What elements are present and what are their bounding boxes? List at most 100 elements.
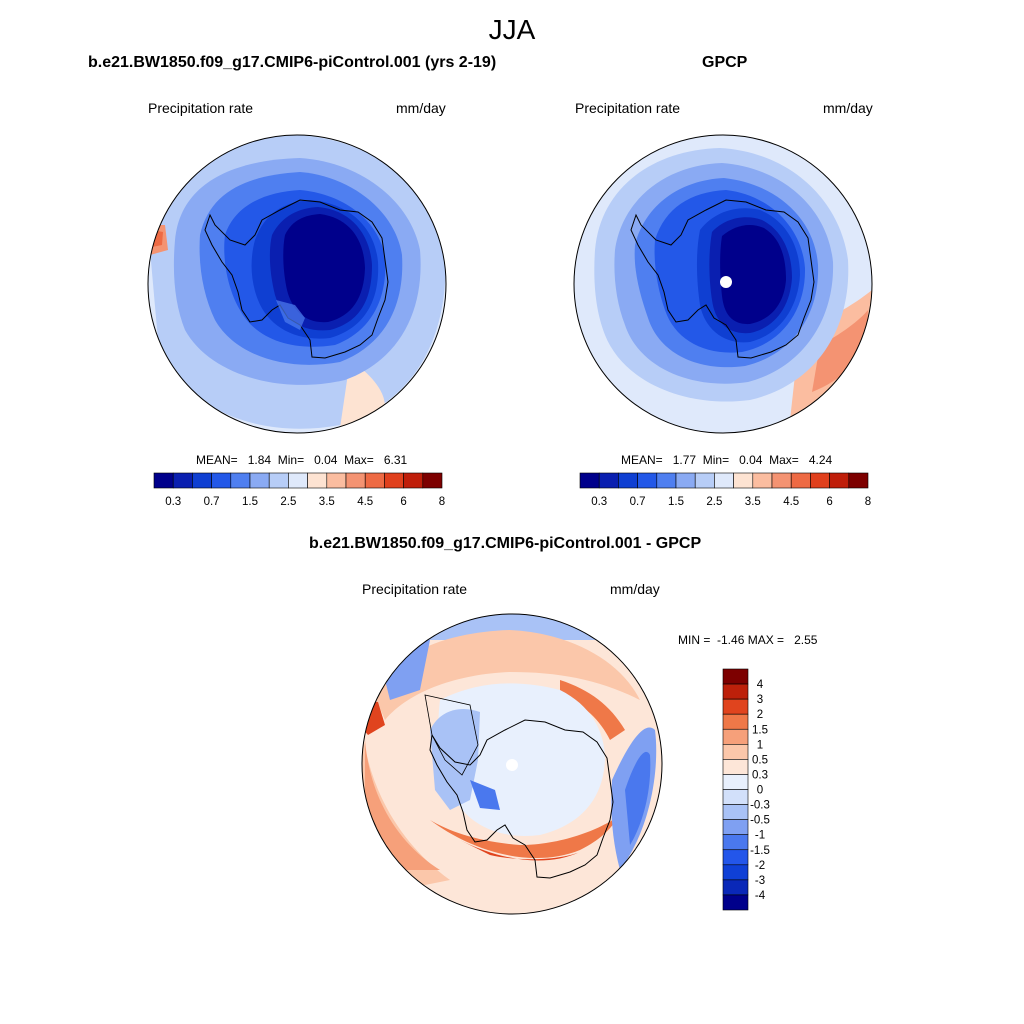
obs-colorbar-swatch (790, 472, 811, 489)
diff-panel-title: b.e21.BW1850.f09_g17.CMIP6-piControl.001… (309, 535, 702, 552)
obs-colorbar-swatch (637, 472, 658, 489)
diff-colorbar-swatch (722, 804, 749, 820)
diff-colorbar-swatch (722, 713, 749, 730)
model-max-label: Max= (344, 453, 374, 467)
diff-map-border (361, 613, 663, 915)
model-panel-title: b.e21.BW1850.f09_g17.CMIP6-piControl.001… (88, 54, 497, 71)
model-colorbar-tick-label: 3.5 (319, 496, 335, 508)
diff-colorbar-tick-label: 2 (757, 709, 763, 721)
diff-variable-label: Precipitation rate (362, 581, 468, 597)
model-variable-label: Precipitation rate (148, 100, 254, 116)
model-colorbar-swatch (345, 472, 366, 489)
obs-colorbar-tick-label: 2.5 (706, 496, 722, 508)
obs-colorbar-tick-label: 0.7 (630, 496, 646, 508)
diff-colorbar-swatch (722, 864, 749, 881)
model-min-value: 0.04 (314, 453, 338, 467)
model-colorbar-swatch (268, 472, 289, 489)
model-colorbar-swatch (230, 472, 251, 489)
diff-colorbar-tick-label: 1 (757, 739, 763, 751)
obs-colorbar: 0.3 0.7 1.5 2.5 3.5 4.5 6 8 (579, 472, 871, 508)
model-precip-map (148, 135, 446, 433)
obs-max-label: Max= (769, 453, 799, 467)
model-colorbar-tick-label: 0.3 (165, 496, 181, 508)
diff-colorbar-tick-label: -1.5 (750, 845, 770, 857)
obs-colorbar-swatch (618, 472, 638, 489)
obs-map-border (573, 134, 873, 434)
model-colorbar-swatch (403, 472, 424, 489)
obs-colorbar-swatch (694, 472, 715, 489)
obs-min-value: 0.04 (739, 453, 763, 467)
model-colorbar-swatch (384, 472, 404, 489)
diff-colorbar-swatch (722, 789, 749, 805)
model-map-border (147, 134, 447, 434)
model-colorbar-swatch (153, 472, 174, 489)
obs-colorbar-swatch (752, 472, 773, 489)
obs-variable-label: Precipitation rate (575, 100, 681, 116)
diff-max-label: MAX = (747, 633, 785, 647)
diff-colorbar-tick-label: 0.3 (752, 769, 768, 781)
diff-colorbar-swatch (722, 819, 749, 835)
diff-min-label: MIN = (678, 633, 711, 647)
obs-stats: MEAN= 1.77 Min= 0.04 Max= 4.24 (621, 453, 832, 467)
obs-colorbar-swatch (579, 472, 600, 489)
model-colorbar-swatch (422, 472, 443, 489)
obs-panel-title: GPCP (702, 54, 748, 71)
model-colorbar-swatch (307, 472, 328, 489)
diff-colorbar-swatch (722, 894, 749, 911)
diff-precip-map (362, 614, 662, 914)
obs-colorbar-swatch (675, 472, 696, 489)
diff-colorbar-swatch (722, 744, 749, 760)
diff-colorbar-tick-label: -0.3 (750, 800, 770, 812)
diff-min-value: -1.46 (717, 633, 745, 647)
model-colorbar-swatch (192, 472, 212, 489)
obs-colorbar-tick-label: 1.5 (668, 496, 684, 508)
diff-colorbar-tick-label: -2 (755, 860, 765, 872)
model-colorbar-swatch (172, 472, 193, 489)
model-colorbar-swatch (326, 472, 347, 489)
obs-mean-value: 1.77 (672, 453, 697, 467)
model-min-label: Min= (277, 453, 305, 467)
model-colorbar-swatch (364, 472, 385, 489)
model-colorbar-tick-label: 4.5 (357, 496, 373, 508)
diff-pole-hole (506, 759, 518, 771)
diff-colorbar-tick-label: -1 (755, 830, 765, 842)
model-colorbar: 0.3 0.7 1.5 2.5 3.5 4.5 6 8 (153, 472, 445, 508)
obs-colorbar-swatch (733, 472, 754, 489)
diff-colorbar: 4 3 2 1.5 1 0.5 0.3 0 -0.3 -0.5 -1 -1.5 -2 -3 -4 (722, 668, 770, 911)
obs-colorbar-swatch (810, 472, 830, 489)
diff-colorbar-tick-label: 4 (757, 679, 764, 691)
model-colorbar-swatch (288, 472, 308, 489)
obs-colorbar-swatch (714, 472, 734, 489)
obs-colorbar-swatch (598, 472, 619, 489)
obs-pole-hole (720, 276, 732, 288)
obs-colorbar-swatch (829, 472, 850, 489)
obs-min-label: Min= (702, 453, 730, 467)
model-max-value: 6.31 (383, 453, 408, 467)
obs-precip-map (574, 135, 872, 433)
model-stats: MEAN= 1.84 Min= 0.04 Max= 6.31 (196, 453, 407, 467)
model-colorbar-tick-label: 6 (400, 496, 406, 508)
model-units-label: mm/day (396, 100, 446, 116)
obs-colorbar-tick-label: 3.5 (745, 496, 761, 508)
diff-colorbar-tick-label: -3 (755, 875, 765, 887)
diff-colorbar-swatch (722, 683, 749, 700)
model-colorbar-tick-label: 0.7 (204, 496, 220, 508)
diff-colorbar-swatch (722, 834, 749, 851)
obs-colorbar-tick-label: 0.3 (591, 496, 607, 508)
diff-colorbar-swatch (722, 879, 749, 896)
diff-stats: MIN = -1.46 MAX = 2.55 (678, 633, 817, 647)
model-colorbar-tick-label: 2.5 (280, 496, 296, 508)
diff-units-label: mm/day (610, 581, 660, 597)
obs-colorbar-swatch (656, 472, 677, 489)
diff-colorbar-tick-label: 0 (757, 785, 763, 797)
model-mean-value: 1.84 (247, 453, 272, 467)
diff-colorbar-swatch (722, 774, 749, 790)
diff-colorbar-swatch (722, 668, 749, 685)
model-mean-label: MEAN= (196, 453, 238, 467)
model-colorbar-swatch (249, 472, 270, 489)
model-colorbar-swatch (211, 472, 232, 489)
obs-units-label: mm/day (823, 100, 873, 116)
diff-colorbar-tick-label: -4 (755, 890, 766, 902)
diff-colorbar-tick-label: -0.5 (750, 815, 770, 827)
